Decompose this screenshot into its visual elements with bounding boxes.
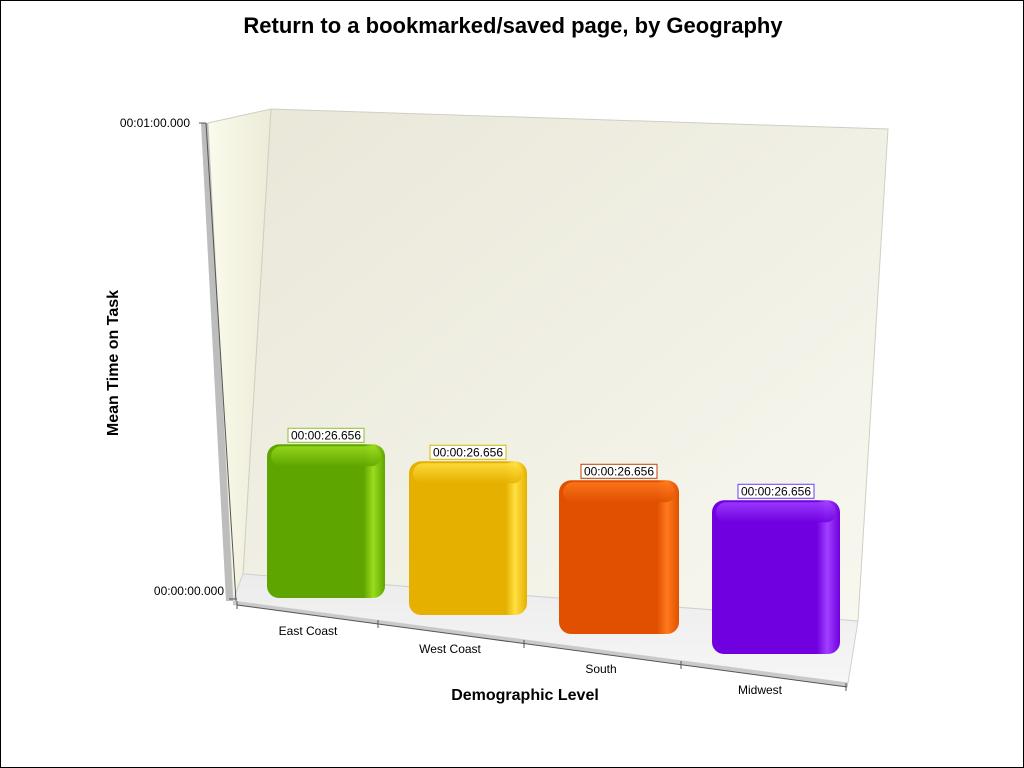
data-label: 00:00:26.656 <box>433 445 503 459</box>
bar-body <box>712 500 840 654</box>
left-wall-edge <box>201 123 233 601</box>
bar-cap <box>716 502 836 523</box>
data-label-box <box>429 444 507 460</box>
x-tick-label: South <box>585 662 616 676</box>
x-tick-label: East Coast <box>279 624 338 638</box>
bar-cap <box>271 446 381 467</box>
axes: 00:01:00.000 00:00:00.000 Mean Time on T… <box>105 116 848 704</box>
x-tick-label: Midwest <box>738 683 783 697</box>
data-label-box <box>287 427 365 443</box>
data-label: 00:00:26.656 <box>741 484 811 498</box>
bar-cap <box>563 482 675 503</box>
data-label-box <box>737 483 815 499</box>
bar-east-coast: 00:00:26.656 <box>267 427 385 598</box>
data-label-box <box>580 463 658 479</box>
category-labels: East Coast West Coast South Midwest <box>279 624 783 697</box>
data-label: 00:00:26.656 <box>584 464 654 478</box>
y-tick-label-min: 00:00:00.000 <box>154 584 224 598</box>
bar-body <box>559 480 679 634</box>
y-tick-label-max: 00:01:00.000 <box>120 116 190 130</box>
bar-body <box>409 461 527 615</box>
bar-series: 00:00:26.656 00:00:26.656 00:00:26.656 00:0… <box>267 427 840 654</box>
data-label: 00:00:26.656 <box>291 428 361 442</box>
bar-midwest: 00:00:26.656 <box>712 483 840 654</box>
bar-cap <box>413 463 523 484</box>
plot-area <box>201 108 889 687</box>
bar-body <box>267 444 385 598</box>
chart-title: Return to a bookmarked/saved page, by Ge… <box>243 13 783 38</box>
x-axis-line <box>236 604 848 688</box>
y-axis-line <box>205 122 237 602</box>
x-tick-label: West Coast <box>419 642 481 656</box>
x-axis-title: Demographic Level <box>451 687 599 704</box>
bar-west-coast: 00:00:26.656 <box>409 444 527 615</box>
y-axis-title: Mean Time on Task <box>105 290 122 436</box>
floor-front-edge <box>233 601 848 687</box>
bar-south: 00:00:26.656 <box>559 463 679 634</box>
